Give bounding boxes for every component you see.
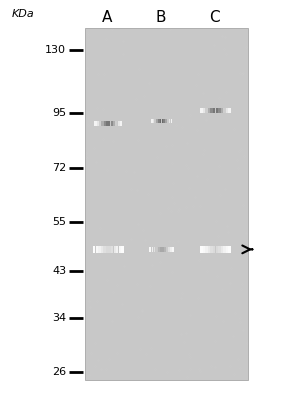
Bar xyxy=(155,119,156,123)
Bar xyxy=(165,119,167,123)
Bar xyxy=(167,119,169,123)
Text: A: A xyxy=(102,10,112,26)
Bar xyxy=(208,108,210,113)
Bar xyxy=(151,119,153,123)
Bar xyxy=(149,247,151,252)
Text: 72: 72 xyxy=(52,163,66,173)
Bar xyxy=(210,108,213,113)
Bar xyxy=(153,119,154,123)
Bar xyxy=(205,246,208,252)
Bar xyxy=(114,246,116,252)
Bar xyxy=(218,108,221,113)
Bar xyxy=(213,108,215,113)
Bar xyxy=(228,246,231,252)
Bar xyxy=(223,246,226,252)
Bar xyxy=(118,121,120,126)
Bar xyxy=(111,246,113,252)
Bar xyxy=(218,246,221,252)
Bar xyxy=(160,247,162,252)
Bar xyxy=(226,108,228,113)
Bar xyxy=(216,108,218,113)
Bar xyxy=(162,119,163,123)
Bar xyxy=(111,121,113,126)
Bar xyxy=(164,119,165,123)
Bar xyxy=(106,121,108,126)
Bar xyxy=(108,121,111,126)
Bar xyxy=(113,121,115,126)
Bar xyxy=(203,246,205,252)
Bar xyxy=(203,108,205,113)
Bar xyxy=(115,121,117,126)
Bar xyxy=(102,121,103,126)
Bar xyxy=(97,121,99,126)
Bar xyxy=(154,247,155,252)
Bar xyxy=(103,246,106,252)
Bar xyxy=(99,121,101,126)
Bar xyxy=(116,246,118,252)
Text: 34: 34 xyxy=(52,314,66,324)
Text: 130: 130 xyxy=(45,45,66,55)
Bar xyxy=(98,246,101,252)
Bar xyxy=(101,246,103,252)
Bar xyxy=(169,119,170,123)
Bar xyxy=(158,247,160,252)
Bar xyxy=(223,108,226,113)
Bar xyxy=(151,247,153,252)
Bar xyxy=(208,246,210,252)
Bar xyxy=(166,247,168,252)
Bar xyxy=(221,108,223,113)
Bar xyxy=(213,246,215,252)
Bar xyxy=(94,121,96,126)
Text: C: C xyxy=(209,10,220,26)
Bar xyxy=(210,246,213,252)
Text: KDa: KDa xyxy=(11,9,34,19)
Bar xyxy=(96,246,98,252)
Bar xyxy=(106,246,108,252)
Bar xyxy=(172,247,174,252)
Bar xyxy=(216,246,218,252)
Text: 55: 55 xyxy=(52,217,66,227)
Bar xyxy=(109,246,111,252)
Bar xyxy=(120,121,122,126)
Bar xyxy=(228,108,231,113)
Bar xyxy=(85,28,248,380)
Text: B: B xyxy=(155,10,166,26)
Bar xyxy=(162,247,164,252)
Bar xyxy=(156,247,157,252)
Bar xyxy=(156,119,158,123)
Text: 95: 95 xyxy=(52,108,66,118)
Bar xyxy=(160,119,162,123)
Bar xyxy=(119,246,121,252)
Bar xyxy=(158,119,160,123)
Bar xyxy=(121,246,124,252)
Bar xyxy=(170,247,172,252)
Bar xyxy=(205,108,208,113)
Bar xyxy=(164,247,166,252)
Bar xyxy=(104,121,106,126)
Bar xyxy=(226,246,228,252)
Bar xyxy=(200,246,202,252)
Text: 26: 26 xyxy=(52,367,66,377)
Bar xyxy=(171,119,172,123)
Bar xyxy=(200,108,202,113)
Bar xyxy=(93,246,95,252)
Bar xyxy=(168,247,170,252)
Text: 43: 43 xyxy=(52,266,66,276)
Bar xyxy=(221,246,223,252)
